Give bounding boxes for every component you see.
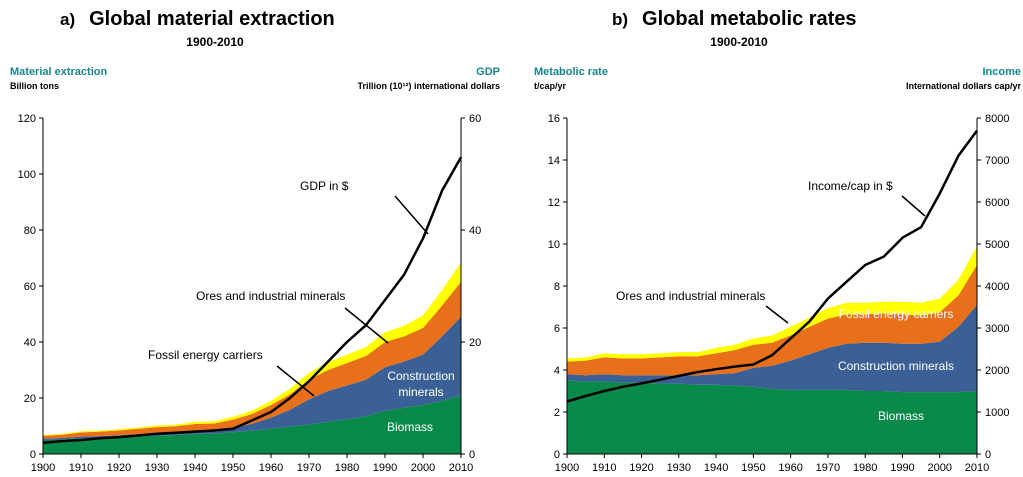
left-axis-title: Metabolic rate <box>534 66 608 78</box>
annotation-biomass: Biomass <box>387 420 433 434</box>
annotation-ores: Ores and industrial minerals <box>616 289 765 303</box>
x-tick-label: 1960 <box>778 462 802 474</box>
y-tick-label: 14 <box>548 155 560 167</box>
y-tick-label: 8 <box>554 281 560 293</box>
x-tick-label: 2010 <box>449 462 473 474</box>
x-tick-label: 1950 <box>741 462 765 474</box>
panel-letter: b) <box>612 10 629 29</box>
y-tick-label: 120 <box>18 113 36 125</box>
y2-tick-label: 2000 <box>985 365 1009 377</box>
chart-title: b) Global metabolic rates <box>612 8 857 31</box>
x-tick-label: 1990 <box>890 462 914 474</box>
y2-tick-label: 4000 <box>985 281 1009 293</box>
x-tick-label: 2010 <box>965 462 989 474</box>
y-tick-label: 80 <box>24 225 36 237</box>
area-fossil <box>43 281 461 439</box>
annotation-leader-line <box>394 195 429 235</box>
y2-tick-label: 1000 <box>985 407 1009 419</box>
left-axis-unit: t/cap/yr <box>534 81 567 91</box>
x-tick-label: 1950 <box>221 462 245 474</box>
y-tick-label: 12 <box>548 197 560 209</box>
annotation-fossil: Fossil energy carriers <box>839 307 954 321</box>
x-tick-label: 1910 <box>69 462 93 474</box>
panel-material-extraction: a) Global material extraction 1900-2010 M… <box>10 8 500 474</box>
annotation-leader-line <box>901 195 926 217</box>
y-tick-label: 4 <box>554 365 560 377</box>
area-ores <box>567 246 977 362</box>
chart-title-text: Global material extraction <box>89 8 335 30</box>
annotation-biomass: Biomass <box>878 409 924 423</box>
y-tick-label: 0 <box>554 449 560 461</box>
y2-tick-label: 0 <box>985 449 991 461</box>
left-axis-unit: Billion tons <box>10 81 59 91</box>
y-tick-label: 40 <box>24 337 36 349</box>
x-tick-label: 2000 <box>927 462 951 474</box>
right-axis-title: Income <box>982 66 1021 78</box>
chart-title: a) Global material extraction <box>60 8 335 31</box>
y-tick-label: 2 <box>554 407 560 419</box>
area-construction <box>43 316 461 440</box>
chart-plot: 0 2 4 6 8 10 12 14 16 0 1000 2000 3000 4000 5000 6000 70… <box>548 113 1010 474</box>
panel-metabolic-rates: b) Global metabolic rates 1900-2010 Metab… <box>512 0 1023 477</box>
line-series <box>42 156 463 445</box>
annotation-income: Income/cap in $ <box>808 179 893 193</box>
x-tick-label: 1980 <box>853 462 877 474</box>
annotation-gdp: GDP in $ <box>300 179 349 193</box>
area-biomass <box>43 395 461 454</box>
panel-letter: a) <box>60 10 76 29</box>
x-tick-label: 1910 <box>592 462 616 474</box>
y2-tick-label: 7000 <box>985 155 1009 167</box>
x-tick-label: 1990 <box>373 462 397 474</box>
x-tick-label: 2000 <box>411 462 435 474</box>
x-tick-label: 1980 <box>335 462 359 474</box>
y2-tick-label: 40 <box>469 225 481 237</box>
x-tick-label: 1960 <box>259 462 283 474</box>
y2-tick-label: 8000 <box>985 113 1009 125</box>
area-construction <box>567 304 977 393</box>
x-tick-label: 1930 <box>145 462 169 474</box>
right-axis-title: GDP <box>476 66 500 78</box>
y2-tick-label: 20 <box>469 337 481 349</box>
annotation-leader-line <box>276 365 315 397</box>
area-biomass <box>567 380 977 454</box>
x-tick-label: 1940 <box>183 462 207 474</box>
annotation-leader-line <box>344 307 389 344</box>
chart-plot: 0 20 40 60 80 100 120 0 20 40 60 1900 1910 1920 1930 19… <box>18 113 482 474</box>
y-tick-label: 100 <box>18 169 36 181</box>
x-tick-label: 1930 <box>667 462 691 474</box>
x-tick-label: 1920 <box>107 462 131 474</box>
annotation-ores: Ores and industrial minerals <box>196 289 345 303</box>
x-tick-label: 1940 <box>704 462 728 474</box>
y-tick-label: 16 <box>548 113 560 125</box>
y-tick-label: 60 <box>24 281 36 293</box>
annotation-construction: Construction <box>387 369 454 383</box>
right-axis-unit: International dollars cap/yr <box>905 81 1021 91</box>
y2-tick-label: 5000 <box>985 239 1009 251</box>
line-series <box>566 129 979 403</box>
x-tick-label: 1900 <box>555 462 579 474</box>
chart-subtitle: 1900-2010 <box>186 35 244 49</box>
y-tick-label: 10 <box>548 239 560 251</box>
y2-tick-label: 3000 <box>985 323 1009 335</box>
y2-tick-label: 6000 <box>985 197 1009 209</box>
chart-title-text: Global metabolic rates <box>642 8 857 30</box>
chart-subtitle: 1900-2010 <box>710 35 768 49</box>
y-tick-label: 6 <box>554 323 560 335</box>
annotation-construction: Construction minerals <box>838 359 954 373</box>
y2-tick-label: 60 <box>469 113 481 125</box>
x-tick-label: 1970 <box>816 462 840 474</box>
x-tick-label: 1920 <box>629 462 653 474</box>
y-tick-label: 0 <box>30 449 36 461</box>
x-tick-label: 1970 <box>297 462 321 474</box>
annotation-fossil: Fossil energy carriers <box>148 348 263 362</box>
right-axis-unit: Trillion (10¹²) international dollars <box>357 81 500 91</box>
annotation-construction: minerals <box>398 385 443 399</box>
annotation-leader-line <box>765 305 789 324</box>
area-fossil <box>567 265 977 376</box>
x-tick-label: 1900 <box>31 462 55 474</box>
left-axis-title: Material extraction <box>10 66 108 78</box>
y2-tick-label: 0 <box>469 449 475 461</box>
y-tick-label: 20 <box>24 393 36 405</box>
